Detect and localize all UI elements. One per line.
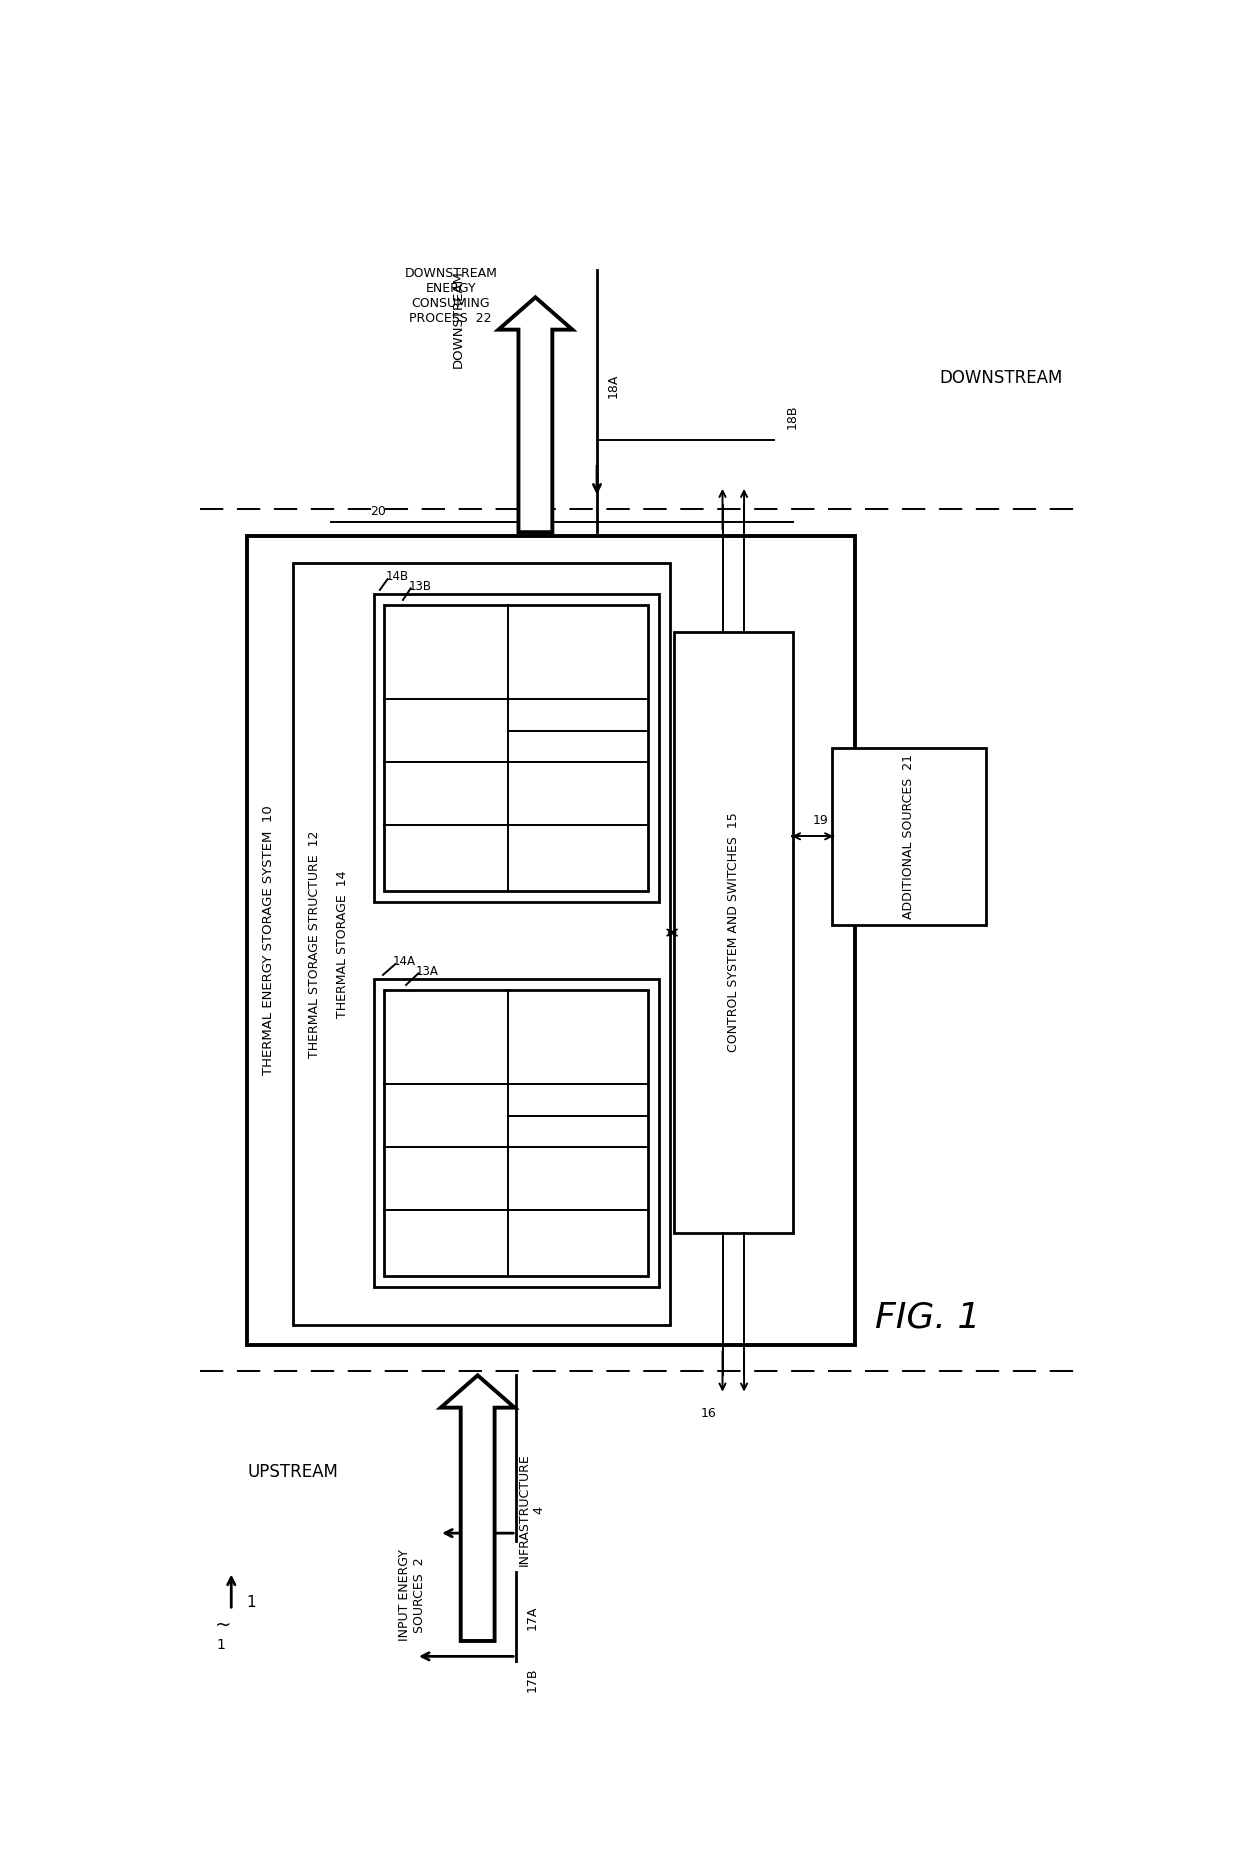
- Text: DOWNSTREAM: DOWNSTREAM: [940, 370, 1063, 387]
- Text: UPSTREAM: UPSTREAM: [248, 1463, 339, 1481]
- Text: 19: 19: [812, 814, 828, 828]
- Text: CONTROL SYSTEM AND SWITCHES  15: CONTROL SYSTEM AND SWITCHES 15: [727, 813, 740, 1052]
- Bar: [384, 990, 647, 1276]
- Text: THERMAL ENERGY STORAGE SYSTEM  10: THERMAL ENERGY STORAGE SYSTEM 10: [262, 805, 275, 1076]
- Text: 17A: 17A: [526, 1606, 538, 1631]
- Text: 14A: 14A: [393, 955, 415, 968]
- Text: 13B: 13B: [408, 579, 432, 592]
- Bar: [384, 605, 647, 891]
- Bar: [373, 594, 658, 902]
- Polygon shape: [498, 297, 573, 532]
- Text: INFRASTRUCTURE
4: INFRASTRUCTURE 4: [517, 1453, 546, 1567]
- Text: ADDITIONAL SOURCES  21: ADDITIONAL SOURCES 21: [903, 755, 915, 919]
- Text: 1: 1: [247, 1595, 257, 1610]
- Text: 17B: 17B: [526, 1668, 538, 1692]
- Text: 20: 20: [370, 504, 386, 517]
- Polygon shape: [440, 1375, 515, 1640]
- Text: INPUT ENERGY
SOURCES  2: INPUT ENERGY SOURCES 2: [398, 1549, 427, 1640]
- Bar: [373, 979, 658, 1287]
- Bar: [675, 631, 794, 1233]
- Bar: [247, 536, 854, 1345]
- Text: 1: 1: [217, 1638, 226, 1651]
- Bar: [293, 562, 670, 1324]
- Text: FIG. 1: FIG. 1: [875, 1300, 981, 1334]
- Text: 14B: 14B: [386, 570, 408, 583]
- Text: 18A: 18A: [606, 374, 619, 398]
- Text: ~: ~: [216, 1616, 232, 1634]
- Text: 18B: 18B: [786, 403, 799, 430]
- Text: 16: 16: [701, 1407, 717, 1420]
- Bar: [832, 747, 986, 925]
- Text: THERMAL STORAGE  14: THERMAL STORAGE 14: [336, 870, 350, 1018]
- Text: 13A: 13A: [417, 964, 439, 977]
- Text: THERMAL STORAGE STRUCTURE  12: THERMAL STORAGE STRUCTURE 12: [308, 831, 321, 1057]
- Text: DOWNSTREAM
ENERGY
CONSUMING
PROCESS  22: DOWNSTREAM ENERGY CONSUMING PROCESS 22: [404, 267, 497, 325]
- Text: DOWNSTREAM: DOWNSTREAM: [451, 271, 465, 368]
